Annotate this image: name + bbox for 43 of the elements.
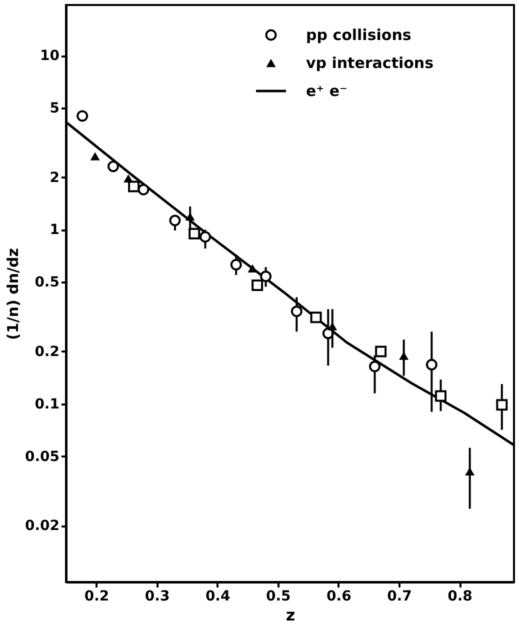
x-tick-label: 0.8 — [448, 588, 472, 604]
y-tick-label: 0.02 — [24, 518, 60, 534]
point — [76, 110, 88, 122]
point — [107, 160, 119, 172]
y-tick-label: 0.1 — [34, 396, 60, 412]
x-tick-label: 0.4 — [205, 588, 231, 604]
point — [90, 152, 100, 160]
point — [248, 264, 258, 272]
point — [435, 390, 446, 402]
point — [128, 180, 140, 192]
legend-label: vp interactions — [306, 54, 434, 72]
point — [200, 231, 211, 243]
y-axis-title: (1/n) dn/dz — [4, 248, 22, 340]
point — [496, 399, 508, 411]
point — [260, 270, 272, 282]
y-tick-label: 10 — [40, 48, 60, 64]
point — [328, 322, 338, 330]
x-tick-label: 0.6 — [326, 588, 352, 604]
point — [465, 467, 475, 476]
legend-label: pp collisions — [306, 26, 412, 44]
legend-label: e⁺ e⁻ — [306, 82, 348, 100]
point — [399, 352, 409, 360]
point — [230, 258, 242, 270]
x-tick-label: 0.5 — [266, 588, 291, 604]
point — [426, 358, 438, 370]
y-tick-label: 0.5 — [34, 274, 60, 291]
y-tick-label: 2 — [50, 170, 60, 186]
point — [185, 212, 195, 221]
x-tick-label: 0.7 — [387, 588, 412, 604]
point — [252, 280, 264, 291]
y-tick-label: 0.2 — [34, 344, 60, 360]
y-tick-label: 0.05 — [24, 448, 60, 465]
y-tick-label: 5 — [50, 100, 60, 116]
x-axis-title: z — [286, 606, 296, 624]
y-tick-label: 1 — [50, 222, 60, 238]
x-tick-label: 0.2 — [84, 588, 110, 604]
point — [169, 214, 181, 226]
point — [310, 312, 322, 324]
point — [290, 306, 302, 318]
x-tick-label: 0.3 — [144, 588, 170, 604]
point — [188, 228, 200, 240]
point — [375, 346, 387, 358]
point — [369, 360, 380, 372]
